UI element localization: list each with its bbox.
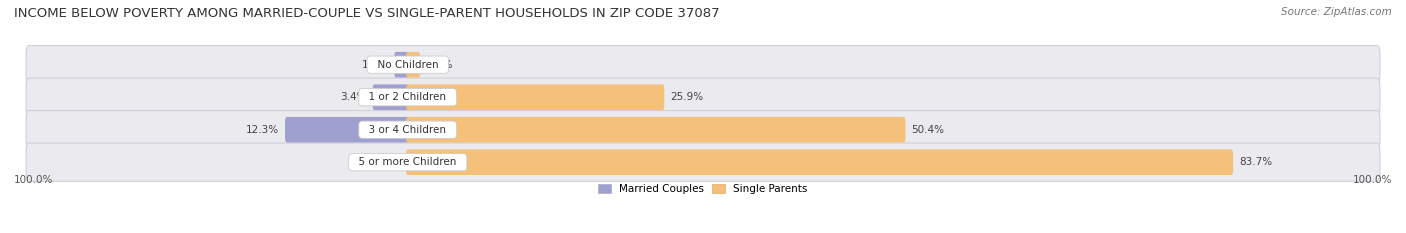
Text: 1 or 2 Children: 1 or 2 Children: [363, 92, 453, 102]
Legend: Married Couples, Single Parents: Married Couples, Single Parents: [595, 181, 811, 198]
FancyBboxPatch shape: [27, 111, 1379, 149]
FancyBboxPatch shape: [27, 45, 1379, 84]
FancyBboxPatch shape: [373, 84, 409, 110]
FancyBboxPatch shape: [27, 78, 1379, 116]
Text: 83.7%: 83.7%: [1240, 157, 1272, 167]
FancyBboxPatch shape: [285, 117, 409, 143]
Text: 100.0%: 100.0%: [14, 175, 53, 185]
Text: INCOME BELOW POVERTY AMONG MARRIED-COUPLE VS SINGLE-PARENT HOUSEHOLDS IN ZIP COD: INCOME BELOW POVERTY AMONG MARRIED-COUPL…: [14, 7, 720, 20]
Text: 12.3%: 12.3%: [246, 125, 278, 135]
Text: 50.4%: 50.4%: [911, 125, 945, 135]
Text: 1.2%: 1.2%: [361, 60, 388, 70]
Text: 0.0%: 0.0%: [374, 157, 399, 167]
FancyBboxPatch shape: [27, 143, 1379, 181]
FancyBboxPatch shape: [406, 52, 420, 77]
Text: 25.9%: 25.9%: [671, 92, 703, 102]
FancyBboxPatch shape: [406, 117, 905, 143]
Text: 3 or 4 Children: 3 or 4 Children: [363, 125, 453, 135]
Text: 5 or more Children: 5 or more Children: [353, 157, 463, 167]
FancyBboxPatch shape: [394, 52, 409, 77]
FancyBboxPatch shape: [406, 84, 664, 110]
Text: Source: ZipAtlas.com: Source: ZipAtlas.com: [1281, 7, 1392, 17]
Text: 1.1%: 1.1%: [426, 60, 453, 70]
FancyBboxPatch shape: [406, 149, 1233, 175]
Text: 100.0%: 100.0%: [1353, 175, 1392, 185]
Text: 3.4%: 3.4%: [340, 92, 367, 102]
Text: No Children: No Children: [371, 60, 444, 70]
